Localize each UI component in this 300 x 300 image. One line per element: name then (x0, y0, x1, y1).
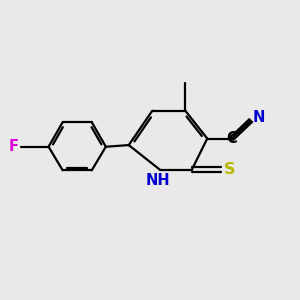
Text: F: F (8, 139, 18, 154)
Text: C: C (226, 131, 237, 146)
Text: N: N (253, 110, 265, 125)
Text: S: S (224, 162, 235, 177)
Text: NH: NH (146, 173, 171, 188)
